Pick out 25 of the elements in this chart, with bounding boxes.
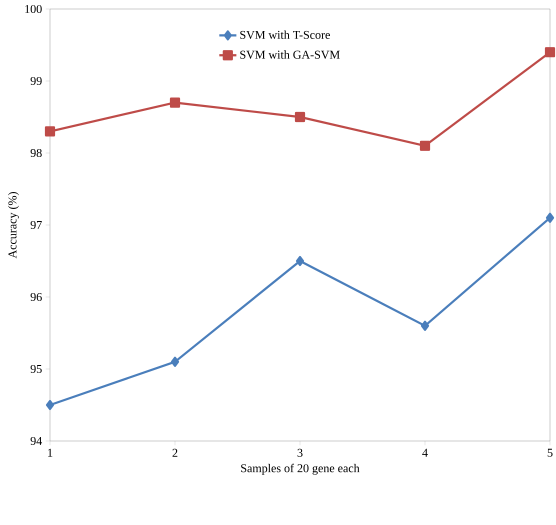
y-tick-label: 96: [30, 292, 42, 302]
point: [546, 212, 554, 223]
point: [420, 320, 430, 331]
y-tick-label: 100: [25, 4, 42, 14]
x-tick-label: 2: [172, 448, 178, 457]
x-tick-label: 1: [48, 448, 52, 457]
point: [44, 126, 56, 137]
legend-label: SVM with T-Score: [240, 30, 330, 39]
y-tick-label: 97: [30, 220, 42, 230]
x-tick-label: 3: [298, 448, 303, 457]
y-tick-label: 94: [30, 436, 42, 446]
point: [420, 140, 430, 151]
y-tick-label: 98: [30, 148, 42, 158]
legend-label: SVM with GA-SVM: [240, 50, 340, 59]
y-tick-label: 99: [30, 76, 42, 86]
x-tick-label: 5: [548, 448, 553, 457]
y-axis-title: Accuracy (%): [8, 192, 19, 258]
y-tick-label: 95: [30, 364, 42, 374]
point: [294, 112, 306, 122]
point: [296, 256, 304, 266]
point: [170, 98, 180, 108]
point: [46, 400, 54, 410]
x-tick-label: 4: [422, 448, 428, 457]
point: [170, 356, 180, 367]
x-axis-title: Samples of 20 gene each: [241, 464, 360, 475]
